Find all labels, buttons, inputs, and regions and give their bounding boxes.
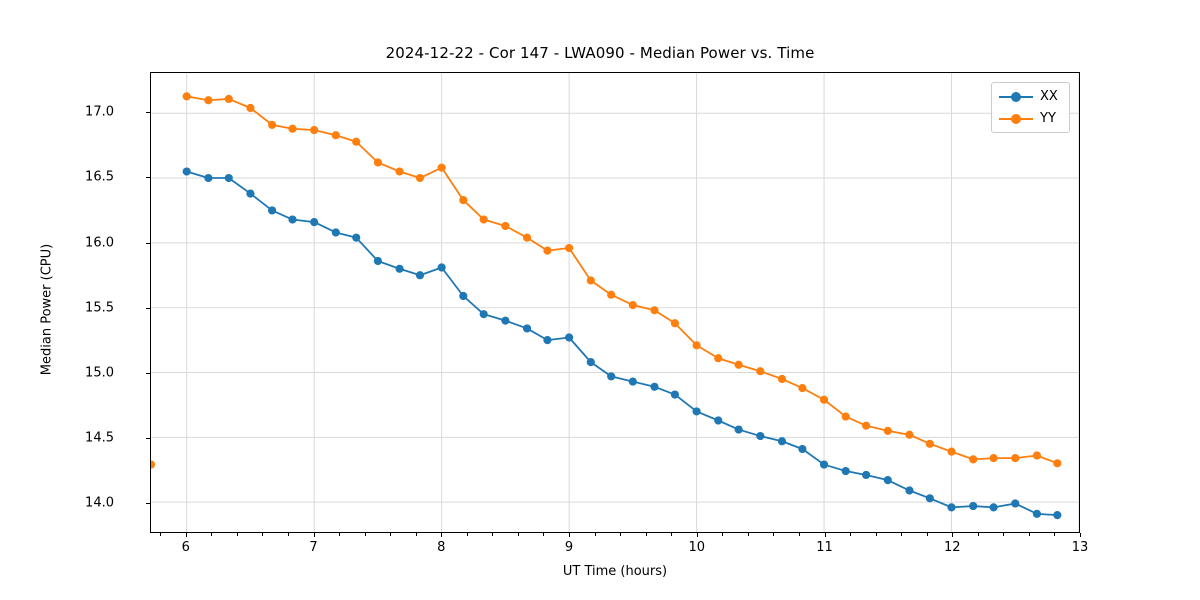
x-minor-tick-mark <box>773 533 775 536</box>
x-minor-tick-mark <box>901 533 903 536</box>
x-minor-tick-mark <box>696 533 698 536</box>
y-tick-mark <box>146 307 150 309</box>
x-minor-tick-mark <box>364 533 366 536</box>
x-tick-label: 7 <box>309 540 318 555</box>
x-tick-label: 9 <box>564 540 574 555</box>
x-tick-label: 13 <box>1071 540 1089 555</box>
x-minor-tick-mark <box>262 533 264 536</box>
x-minor-tick-mark <box>1003 533 1005 536</box>
x-minor-tick-mark <box>824 533 826 536</box>
x-minor-tick-mark <box>569 533 570 536</box>
x-axis-label: UT Time (hours) <box>562 564 668 579</box>
y-tick-mark <box>146 437 150 439</box>
x-minor-tick-mark <box>875 533 877 536</box>
x-tick-label: 11 <box>816 540 833 555</box>
x-minor-tick-mark <box>415 533 417 536</box>
x-minor-tick-mark <box>850 533 852 536</box>
y-tick-label: 16.5 <box>85 169 114 185</box>
x-minor-tick-mark <box>160 533 162 536</box>
y-tick-label: 16.0 <box>85 235 114 251</box>
legend-item-xx[interactable]: XX <box>999 89 1060 104</box>
x-minor-tick-mark <box>620 533 622 536</box>
x-minor-tick-mark <box>645 533 647 536</box>
legend[interactable]: XX YY <box>991 82 1070 133</box>
x-minor-tick-mark <box>185 533 187 536</box>
y-tick-mark <box>146 372 150 374</box>
legend-marker-xx <box>1011 91 1021 102</box>
y-tick-label: 15.5 <box>85 300 114 316</box>
x-minor-tick-mark <box>798 533 800 536</box>
x-minor-tick-mark <box>211 533 213 536</box>
grid-lines <box>151 73 1079 532</box>
x-minor-tick-mark <box>926 533 928 536</box>
legend-label-yy: YY <box>1040 111 1056 126</box>
x-minor-tick-mark <box>441 533 443 536</box>
x-minor-tick-mark <box>313 533 315 536</box>
y-tick-mark <box>146 503 150 505</box>
x-minor-tick-mark <box>952 533 954 536</box>
x-minor-tick-mark <box>339 533 341 536</box>
x-minor-tick-mark <box>1054 533 1056 536</box>
y-tick-label: 14.0 <box>85 495 114 511</box>
x-minor-tick-mark <box>236 533 238 536</box>
x-minor-tick-mark <box>543 533 545 536</box>
x-minor-tick-mark <box>977 533 979 536</box>
x-minor-tick-mark <box>747 533 749 536</box>
x-minor-tick-mark <box>492 533 494 536</box>
y-tick-label: 15.0 <box>85 365 114 381</box>
x-minor-tick-mark <box>466 533 468 536</box>
legend-item-yy[interactable]: YY <box>999 111 1060 126</box>
x-minor-tick-mark <box>517 533 519 536</box>
y-tick-label: 17.0 <box>85 104 114 120</box>
plot-area: XX YY <box>150 72 1080 533</box>
data-series-layer <box>151 92 1062 520</box>
x-minor-tick-mark <box>287 533 289 536</box>
x-minor-tick-mark <box>1080 533 1081 536</box>
y-tick-mark <box>146 177 150 179</box>
x-tick-label: 10 <box>688 540 706 555</box>
x-tick-label: 6 <box>181 540 190 555</box>
legend-swatch-yy <box>999 113 1033 124</box>
legend-marker-yy <box>1011 113 1021 124</box>
x-minor-tick-mark <box>1028 533 1030 536</box>
y-tick-mark <box>146 112 150 114</box>
legend-label-xx: XX <box>1040 89 1058 104</box>
x-minor-tick-mark <box>671 533 673 536</box>
x-tick-label: 8 <box>437 540 446 555</box>
y-tick-label: 14.5 <box>85 430 114 446</box>
y-tick-mark <box>146 242 150 244</box>
x-tick-label: 12 <box>943 540 961 555</box>
x-minor-tick-mark <box>722 533 724 536</box>
legend-swatch-xx <box>999 91 1033 102</box>
chart-title: 2024-12-22 - Cor 147 - LWA090 - Median P… <box>385 44 815 62</box>
x-minor-tick-mark <box>594 533 596 536</box>
x-minor-tick-mark <box>390 533 392 536</box>
